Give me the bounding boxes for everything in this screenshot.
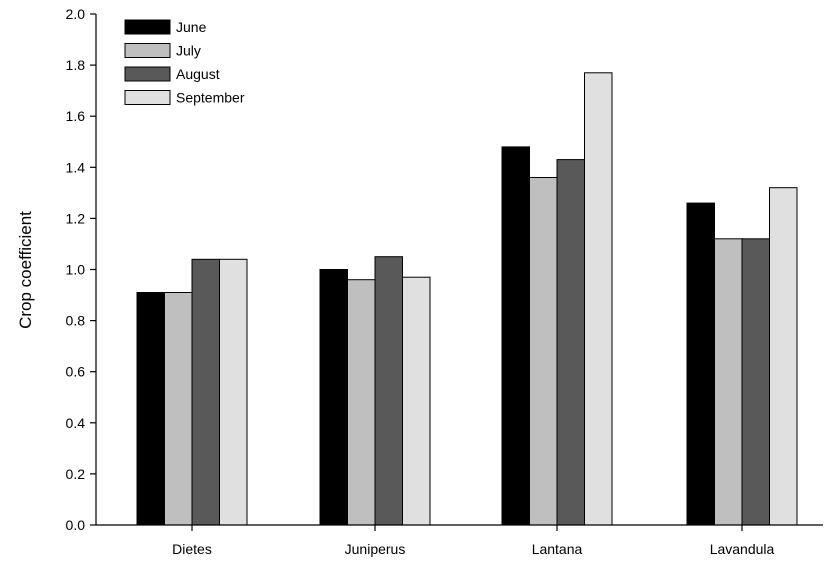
legend-swatch-august: [124, 66, 171, 82]
y-axis-title: Crop coefficient: [16, 211, 35, 329]
y-tick-label: 0.2: [66, 466, 86, 482]
legend-label-july: July: [176, 43, 201, 59]
x-tick-label: Lavandula: [710, 541, 775, 557]
y-tick-label: 1.4: [66, 159, 86, 175]
bar-lavandula-june: [686, 202, 715, 526]
y-tick-label: 0.4: [66, 415, 86, 431]
y-tick-label: 1.0: [66, 262, 86, 278]
legend-swatch-september: [124, 90, 171, 105]
bar-juniperus-july: [347, 279, 376, 526]
x-tick-label: Juniperus: [345, 541, 406, 557]
x-tick-label: Lantana: [532, 541, 583, 557]
bar-juniperus-august: [374, 256, 403, 526]
legend-label-september: September: [176, 90, 245, 106]
legend: June July August September: [124, 19, 245, 106]
bar-lavandula-september: [769, 187, 798, 526]
bar-dietes-september: [219, 258, 248, 526]
y-tick-label: 1.8: [66, 57, 86, 73]
y-tick-label: 1.6: [66, 108, 86, 124]
bar-dietes-august: [191, 258, 220, 526]
bar-juniperus-june: [319, 269, 348, 526]
legend-swatch-june: [124, 19, 171, 35]
axes-group: 0.0 0.2 0.4 0.6 0.8 1.0 1.2 1.4 1.6 1.8 2.0 Dietes J…: [66, 6, 823, 557]
legend-swatch-july: [124, 43, 171, 58]
bar-dietes-july: [164, 292, 193, 526]
bar-lavandula-august: [741, 238, 770, 526]
bar-lantana-june: [501, 146, 530, 526]
bar-lavandula-july: [714, 238, 743, 526]
bar-juniperus-september: [402, 276, 431, 526]
y-tick-label: 0.6: [66, 364, 86, 380]
y-tick-label: 2.0: [66, 6, 86, 22]
legend-label-august: August: [176, 66, 220, 82]
x-tick-label: Dietes: [172, 541, 212, 557]
bar-lantana-august: [556, 159, 585, 526]
y-tick-label: 0.8: [66, 313, 86, 329]
y-tick-label: 1.2: [66, 210, 86, 226]
bar-lantana-july: [529, 177, 558, 526]
bars-group: [136, 72, 798, 526]
bar-dietes-june: [136, 292, 165, 526]
legend-label-june: June: [176, 19, 207, 35]
bar-lantana-september: [584, 72, 613, 526]
y-tick-label: 0.0: [66, 517, 86, 533]
